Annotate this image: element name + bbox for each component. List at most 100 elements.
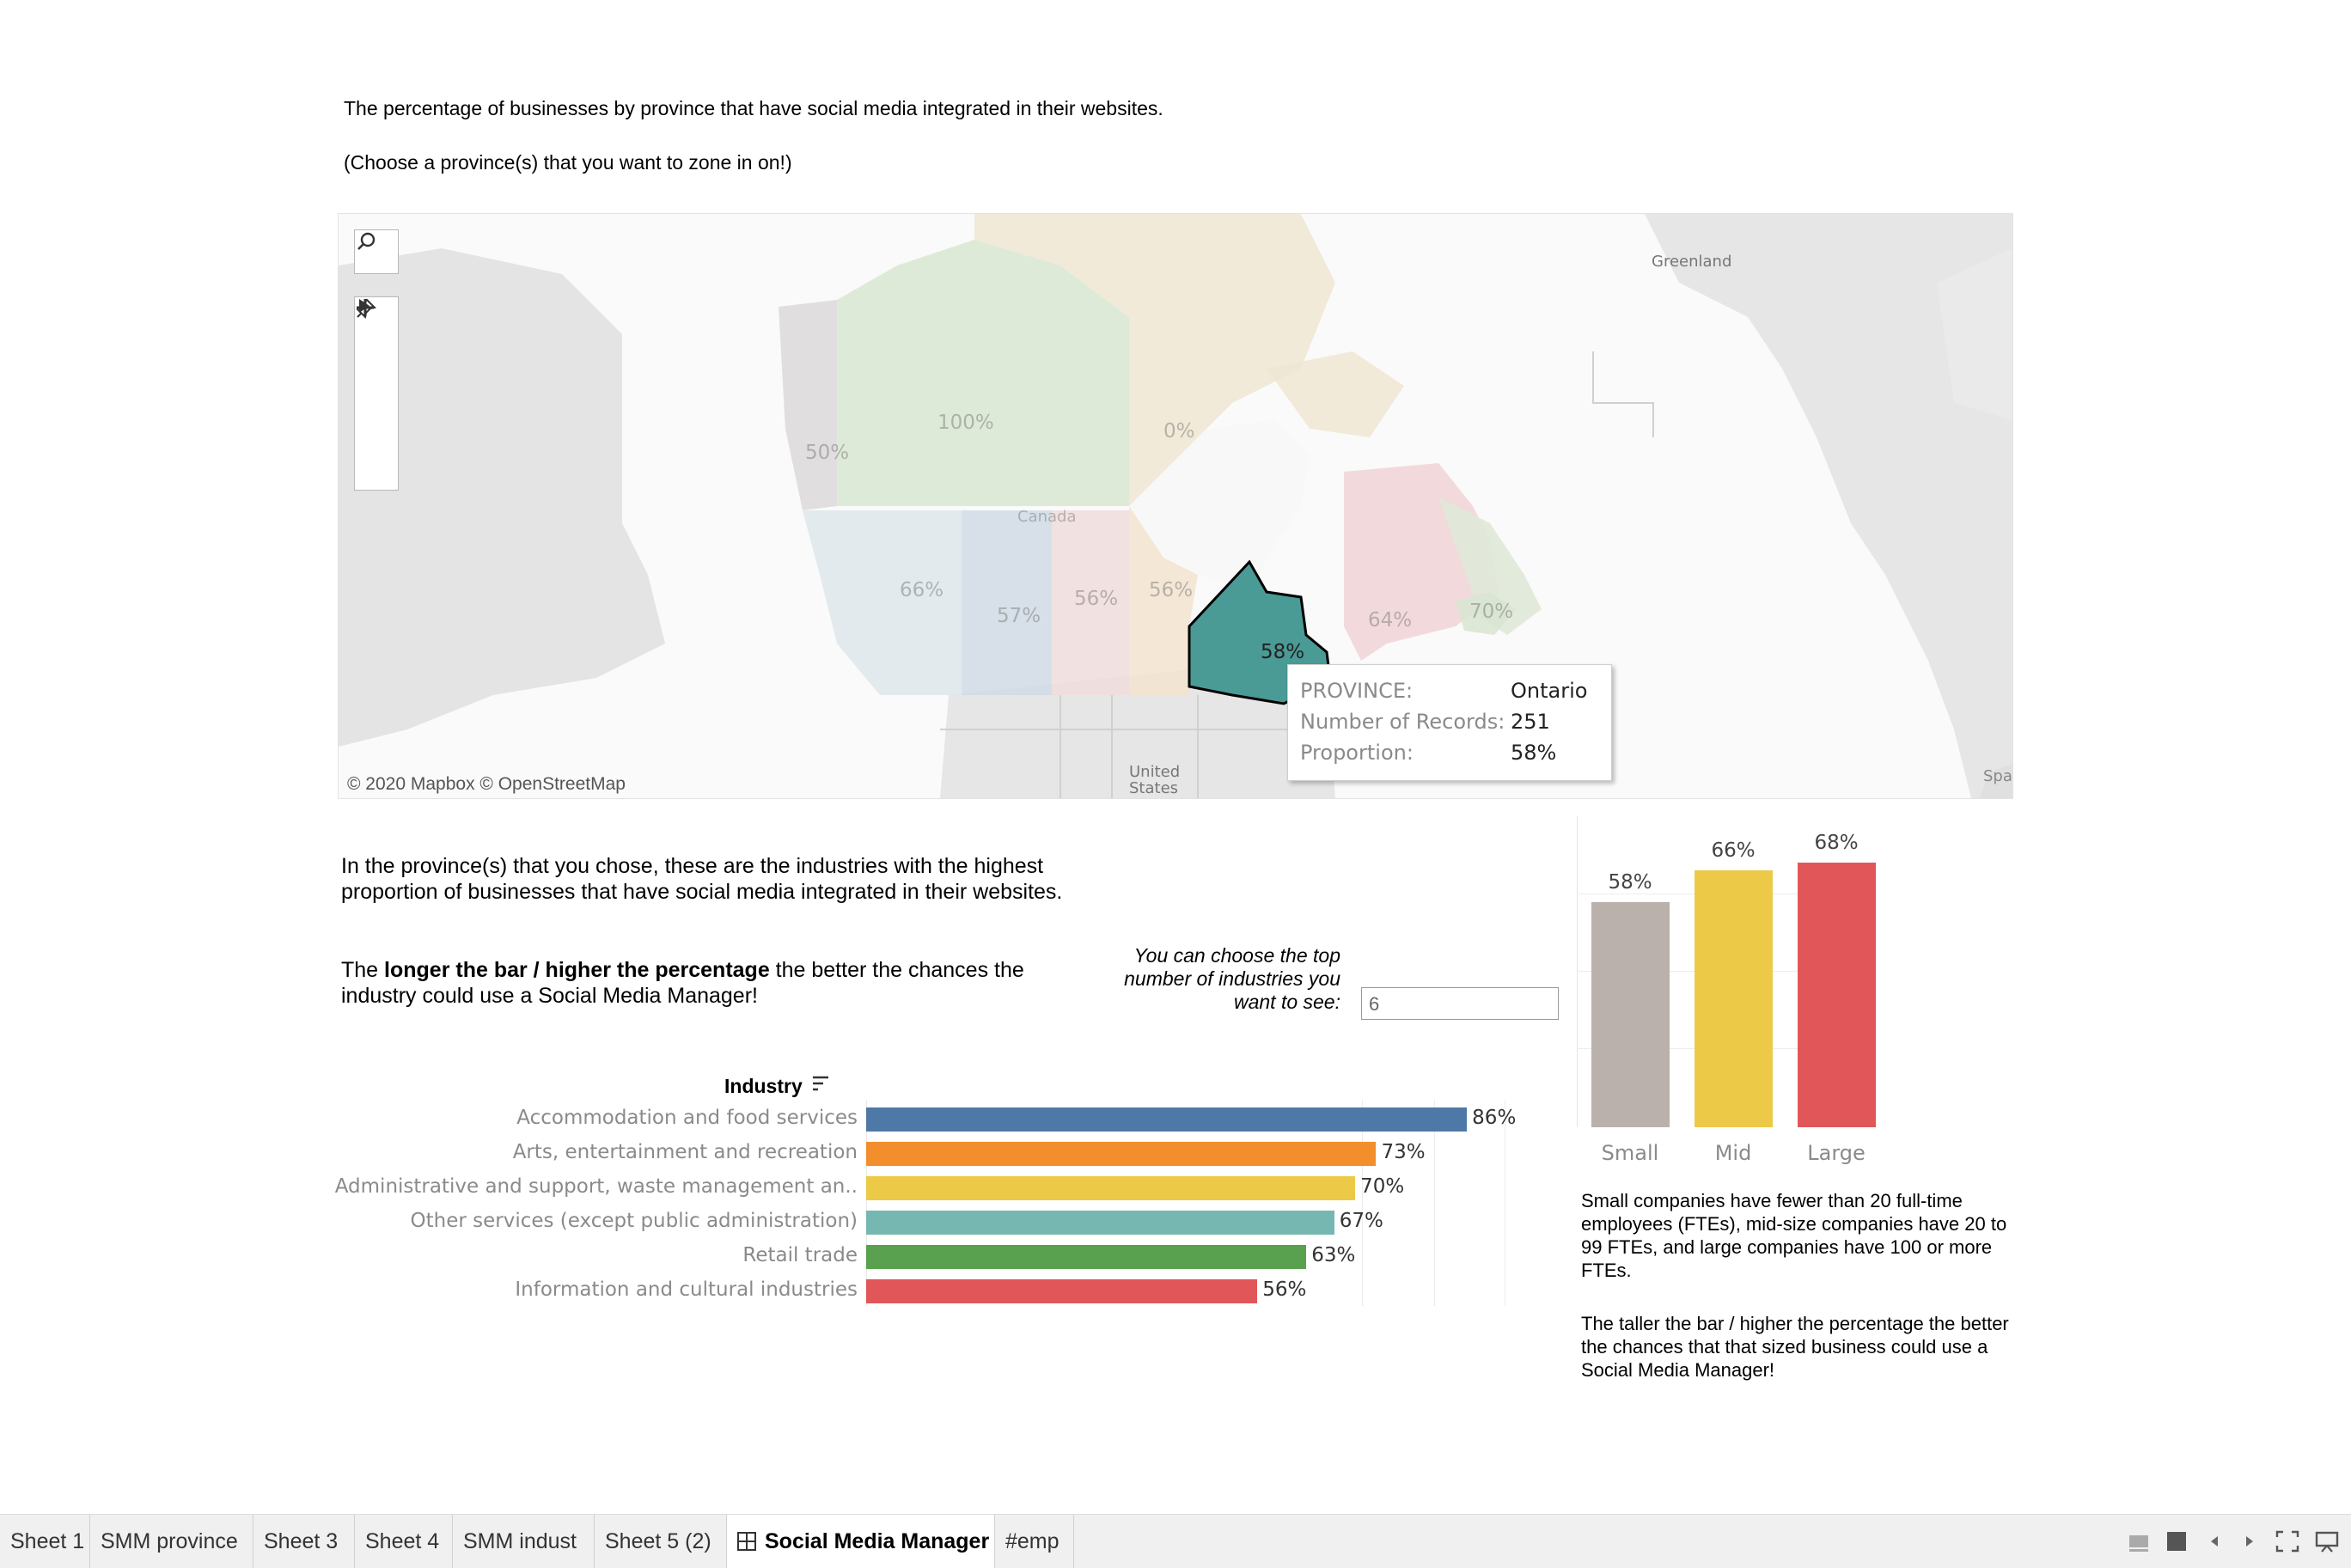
industry-category-label[interactable]: Other services (except public administra…: [410, 1210, 858, 1232]
show-filmstrip-icon[interactable]: [2128, 1530, 2150, 1557]
label-nunavut[interactable]: 0%: [1163, 420, 1195, 442]
tooltip-proportion-value: 58%: [1511, 741, 1557, 765]
industry-bar[interactable]: [866, 1211, 1334, 1235]
size-value-label: 68%: [1814, 832, 1859, 855]
label-saskatchewan[interactable]: 56%: [1074, 588, 1119, 610]
size-bar[interactable]: [1798, 863, 1876, 1127]
tooltip-province-key: PROVINCE:: [1300, 679, 1414, 703]
label-atlantic[interactable]: 70%: [1469, 601, 1514, 623]
industry-callout: The longer the bar / higher the percenta…: [341, 957, 1097, 1009]
province-map[interactable]: Greenland Canada United States Spa 50% 1…: [338, 213, 2013, 799]
size-value-label: 58%: [1608, 870, 1652, 894]
industry-grid: [866, 1100, 1505, 1306]
industry-header[interactable]: Industry: [724, 1075, 830, 1099]
size-category-label[interactable]: Small: [1601, 1141, 1659, 1165]
tab-label: #emp: [1005, 1528, 1059, 1553]
tab-sheet-3[interactable]: Sheet 3: [253, 1515, 355, 1568]
tooltip-records-key: Number of Records:: [1300, 710, 1505, 734]
tab-sheet-4[interactable]: Sheet 4: [355, 1515, 453, 1568]
industry-bar[interactable]: [866, 1142, 1377, 1166]
tab-label: Social Media Manager: [765, 1528, 990, 1553]
province-nwt: [837, 240, 1129, 506]
tab-sheet-5-2[interactable]: Sheet 5 (2): [595, 1515, 727, 1568]
tab-social-media-manager[interactable]: Social Media Manager: [727, 1515, 995, 1568]
province-nunavut: [974, 214, 1335, 506]
sheet-tab-bar: Sheet 1 SMM province Sheet 3 Sheet 4 SMM…: [0, 1514, 2351, 1568]
next-sheet-icon[interactable]: [2241, 1530, 2258, 1557]
size-callout-text: The taller the bar / higher the percenta…: [1581, 1313, 2009, 1381]
callout-pre: The: [341, 958, 385, 982]
province-yukon: [779, 300, 837, 510]
label-united-states: United States: [1129, 763, 1181, 797]
map-search-button[interactable]: [354, 229, 399, 274]
show-tabs-icon[interactable]: [2165, 1530, 2188, 1557]
tab-label: Sheet 4: [365, 1528, 440, 1553]
intro-title: The percentage of businesses by province…: [344, 97, 1163, 119]
province-bc: [803, 510, 962, 695]
industry-header-label: Industry: [724, 1075, 803, 1097]
industry-category-label[interactable]: Information and cultural industries: [515, 1278, 858, 1301]
tab-label: Sheet 3: [264, 1528, 339, 1553]
tab-smm-province[interactable]: SMM province: [90, 1515, 253, 1568]
industry-bar[interactable]: [866, 1279, 1258, 1303]
label-nwt[interactable]: 100%: [937, 412, 994, 434]
tab-sheet-1[interactable]: Sheet 1: [0, 1515, 90, 1568]
callout-post: the better the chances the industry coul…: [341, 958, 1024, 1008]
industry-category-label[interactable]: Accommodation and food services: [516, 1107, 858, 1129]
size-category-label[interactable]: Mid: [1714, 1141, 1752, 1165]
industry-value-label: 63%: [1311, 1244, 1356, 1266]
industry-value-label: 56%: [1262, 1278, 1307, 1301]
industry-value-label: 70%: [1360, 1175, 1405, 1198]
label-greenland: Greenland: [1652, 253, 1732, 271]
size-value-label: 66%: [1711, 839, 1756, 863]
industry-bar[interactable]: [866, 1107, 1468, 1132]
map-credit: © 2020 Mapbox © OpenStreetMap: [347, 774, 626, 794]
dashboard-icon: [737, 1532, 756, 1551]
industry-bar[interactable]: [866, 1176, 1356, 1200]
province-manitoba: [1129, 506, 1198, 695]
industry-category-label[interactable]: Administrative and support, waste manage…: [334, 1175, 858, 1198]
tooltip-proportion-key: Proportion:: [1300, 741, 1414, 765]
pin-map-button[interactable]: [355, 298, 398, 424]
industry-description: In the province(s) that you chose, these…: [341, 854, 1063, 904]
presentation-mode-icon[interactable]: [2315, 1530, 2339, 1557]
tab-smm-indust[interactable]: SMM indust: [453, 1515, 595, 1568]
tab-label: Sheet 1: [10, 1528, 85, 1553]
label-canada: Canada: [1017, 508, 1077, 526]
fullscreen-icon[interactable]: [2275, 1530, 2299, 1557]
industry-value-label: 73%: [1381, 1141, 1426, 1163]
callout-bold: longer the bar / higher the percentage: [384, 958, 770, 982]
top-n-input[interactable]: 6: [1361, 987, 1559, 1020]
label-quebec[interactable]: 64%: [1368, 609, 1413, 631]
industry-category-label[interactable]: Arts, entertainment and recreation: [512, 1141, 858, 1163]
intro-instruction: (Choose a province(s) that you want to z…: [344, 151, 792, 174]
size-bar[interactable]: [1695, 870, 1773, 1127]
label-manitoba[interactable]: 56%: [1149, 579, 1194, 601]
map-tooltip: PROVINCE: Ontario Number of Records: 251 P…: [1287, 664, 1612, 781]
province-saskatchewan: [1052, 510, 1129, 695]
size-bar[interactable]: [1591, 901, 1670, 1127]
industry-category-label[interactable]: Retail trade: [742, 1244, 858, 1266]
top-n-note: You can choose the top number of industr…: [1124, 944, 1340, 1013]
label-bc[interactable]: 66%: [900, 579, 944, 601]
map-toolbar: [354, 296, 399, 491]
tab-emp[interactable]: #emp: [995, 1515, 1074, 1568]
label-ontario[interactable]: 58%: [1261, 641, 1305, 663]
zoom-out-button[interactable]: [355, 306, 398, 381]
tab-label: SMM indust: [463, 1528, 577, 1553]
expand-toolbar-button[interactable]: [355, 299, 398, 466]
size-category-label[interactable]: Large: [1807, 1141, 1866, 1165]
label-yukon[interactable]: 50%: [805, 442, 850, 464]
province-alberta: [962, 510, 1052, 695]
industry-value-label: 86%: [1472, 1107, 1517, 1129]
industry-value-label: 67%: [1339, 1210, 1383, 1232]
previous-sheet-icon[interactable]: [2206, 1530, 2223, 1557]
label-alberta[interactable]: 57%: [997, 605, 1041, 627]
industry-bar[interactable]: [866, 1245, 1307, 1269]
tooltip-province-value: Ontario: [1511, 679, 1588, 703]
map-canvas: [339, 214, 2012, 798]
label-spain: Spa: [1983, 767, 2012, 785]
sort-icon[interactable]: [811, 1075, 830, 1099]
tab-label: SMM province: [101, 1528, 238, 1553]
tooltip-records-value: 251: [1511, 710, 1550, 734]
